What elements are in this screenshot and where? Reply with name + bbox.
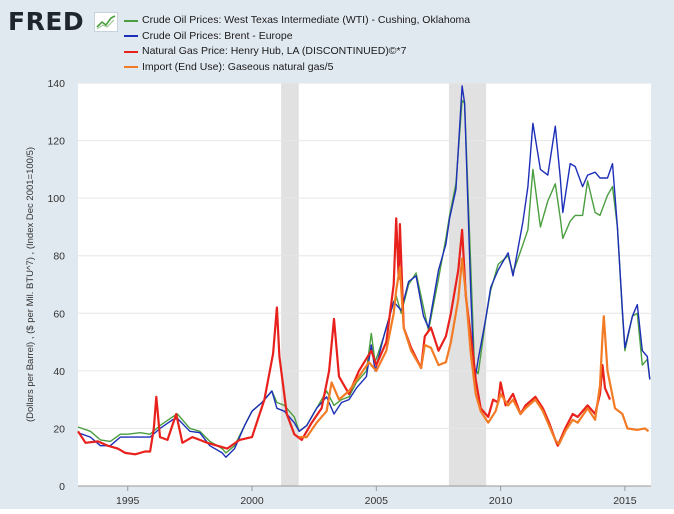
legend-label: Natural Gas Price: Henry Hub, LA (DISCON… [142,45,407,57]
x-tick-label: 1995 [116,495,140,507]
legend-label: Crude Oil Prices: Brent - Europe [142,29,293,42]
chart-trend-icon [94,12,118,32]
legend-item: Import (End Use): Gaseous natural gas/5 [124,60,470,76]
recession-band [448,83,487,486]
y-tick-label: 80 [53,251,65,263]
x-tick-label: 2005 [365,495,389,507]
y-tick-label: 120 [47,136,65,148]
legend-swatch [124,66,138,69]
series-line [77,217,612,456]
fred-logo: FRED [8,7,85,36]
y-tick-label: 0 [59,481,65,493]
series-line [299,257,650,446]
legend-item: Crude Oil Prices: Brent - Europe [124,29,470,45]
legend-swatch [124,19,138,22]
legend-swatch [124,35,138,38]
legend-label: Import (End Use): Gaseous natural gas/5 [142,60,334,73]
series-line [77,85,651,458]
y-tick-label: 100 [47,193,65,205]
recession-band [281,83,299,486]
y-tick-label: 140 [47,78,65,90]
legend-item: Natural Gas Price: Henry Hub, LA (DISCON… [124,44,470,60]
legend-label: Crude Oil Prices: West Texas Intermediat… [142,14,471,26]
y-tick-label: 40 [53,366,65,378]
legend-item: Crude Oil Prices: West Texas Intermediat… [124,13,470,29]
x-tick-label: 2015 [613,495,637,507]
y-tick-label: 20 [53,423,65,435]
chart-legend: Crude Oil Prices: West Texas Intermediat… [124,13,470,75]
x-tick-label: 2010 [489,495,513,507]
y-axis-label: (Dollars per Barrel) , ($ per Mil. BTU^7… [25,147,36,422]
x-tick-label: 2000 [240,495,264,507]
legend-swatch [124,50,138,53]
y-tick-label: 60 [53,308,65,320]
